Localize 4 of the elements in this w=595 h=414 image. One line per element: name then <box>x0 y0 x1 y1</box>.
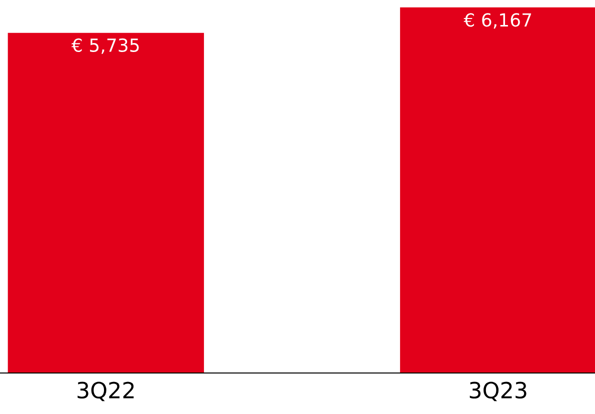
data-label: € 5,735 <box>71 38 139 54</box>
x-tick-label: 3Q22 <box>78 382 134 402</box>
data-label: € 6,167 <box>464 13 532 29</box>
x-tick-label: 3Q23 <box>470 382 526 402</box>
